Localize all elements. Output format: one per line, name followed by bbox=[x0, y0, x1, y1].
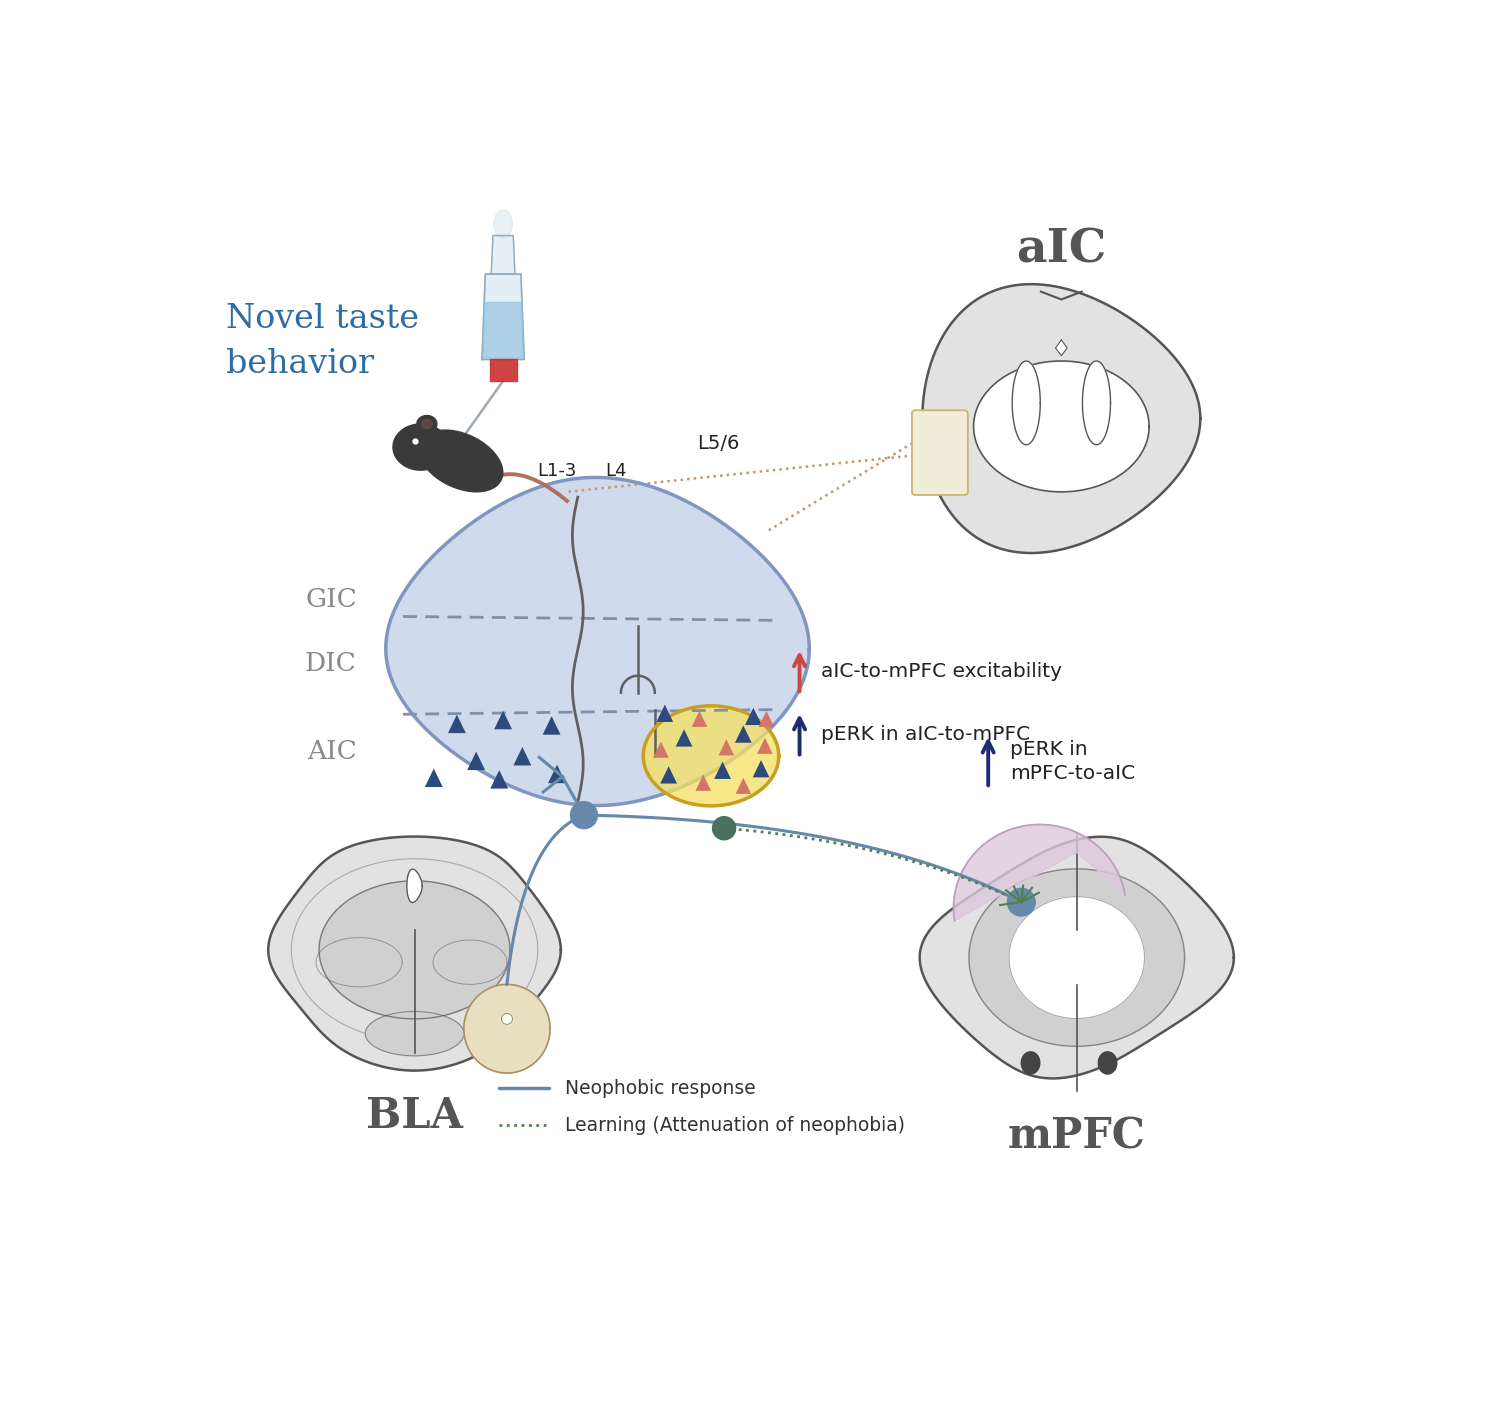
Text: aIC: aIC bbox=[1016, 226, 1107, 272]
Polygon shape bbox=[969, 869, 1185, 1047]
Polygon shape bbox=[543, 717, 561, 735]
Polygon shape bbox=[1013, 361, 1041, 445]
Text: aIC-to-mPFC excitability: aIC-to-mPFC excitability bbox=[821, 661, 1062, 681]
Polygon shape bbox=[422, 419, 432, 428]
Polygon shape bbox=[490, 236, 514, 274]
Text: Learning (Attenuation of neophobia): Learning (Attenuation of neophobia) bbox=[564, 1116, 904, 1135]
Polygon shape bbox=[483, 303, 524, 358]
Text: BLA: BLA bbox=[366, 1095, 464, 1136]
Circle shape bbox=[712, 816, 735, 840]
Text: GIC: GIC bbox=[304, 587, 357, 611]
Polygon shape bbox=[735, 778, 752, 793]
Polygon shape bbox=[1083, 361, 1110, 445]
Polygon shape bbox=[501, 1014, 513, 1024]
Polygon shape bbox=[448, 715, 466, 734]
Text: DIC: DIC bbox=[304, 651, 357, 675]
Polygon shape bbox=[1010, 897, 1144, 1018]
Polygon shape bbox=[696, 775, 711, 791]
Polygon shape bbox=[675, 729, 693, 747]
Polygon shape bbox=[644, 705, 778, 806]
Polygon shape bbox=[419, 429, 503, 492]
Text: L5/6: L5/6 bbox=[698, 434, 740, 454]
Polygon shape bbox=[464, 984, 550, 1074]
Polygon shape bbox=[489, 360, 516, 381]
FancyBboxPatch shape bbox=[912, 411, 968, 495]
Polygon shape bbox=[394, 445, 412, 459]
Text: pERK in aIC-to-mPFC: pERK in aIC-to-mPFC bbox=[821, 725, 1031, 744]
Polygon shape bbox=[735, 725, 752, 742]
Polygon shape bbox=[922, 284, 1200, 553]
Text: L1-3: L1-3 bbox=[537, 462, 576, 481]
Polygon shape bbox=[393, 424, 448, 471]
Circle shape bbox=[1008, 889, 1035, 916]
Polygon shape bbox=[718, 739, 734, 755]
Polygon shape bbox=[1056, 340, 1066, 356]
Text: mPFC: mPFC bbox=[1008, 1115, 1146, 1158]
Polygon shape bbox=[1098, 1052, 1118, 1074]
Polygon shape bbox=[974, 361, 1149, 492]
Text: AIC: AIC bbox=[308, 738, 357, 764]
Polygon shape bbox=[758, 738, 772, 754]
Polygon shape bbox=[657, 705, 674, 722]
Text: L4: L4 bbox=[606, 462, 627, 481]
Polygon shape bbox=[466, 752, 484, 771]
Polygon shape bbox=[494, 210, 513, 239]
Polygon shape bbox=[366, 1011, 464, 1055]
Polygon shape bbox=[406, 869, 423, 903]
Polygon shape bbox=[746, 708, 762, 725]
Polygon shape bbox=[494, 711, 512, 729]
Polygon shape bbox=[424, 768, 442, 786]
Polygon shape bbox=[386, 478, 810, 805]
Polygon shape bbox=[660, 766, 676, 784]
Polygon shape bbox=[652, 742, 669, 758]
Polygon shape bbox=[548, 765, 566, 784]
Polygon shape bbox=[714, 762, 730, 779]
Polygon shape bbox=[417, 415, 436, 432]
Polygon shape bbox=[482, 274, 525, 360]
Polygon shape bbox=[1022, 1052, 1040, 1074]
Polygon shape bbox=[692, 711, 706, 727]
Text: pERK in
mPFC-to-aIC: pERK in mPFC-to-aIC bbox=[1010, 739, 1136, 784]
Text: Neophobic response: Neophobic response bbox=[564, 1079, 756, 1098]
Circle shape bbox=[570, 802, 597, 829]
Polygon shape bbox=[753, 761, 770, 778]
Polygon shape bbox=[490, 771, 508, 789]
Polygon shape bbox=[268, 836, 561, 1071]
Text: Novel taste
behavior: Novel taste behavior bbox=[226, 303, 419, 380]
Polygon shape bbox=[954, 825, 1125, 920]
Polygon shape bbox=[320, 880, 510, 1020]
Polygon shape bbox=[759, 711, 774, 727]
Polygon shape bbox=[513, 747, 531, 765]
Polygon shape bbox=[920, 836, 1234, 1078]
